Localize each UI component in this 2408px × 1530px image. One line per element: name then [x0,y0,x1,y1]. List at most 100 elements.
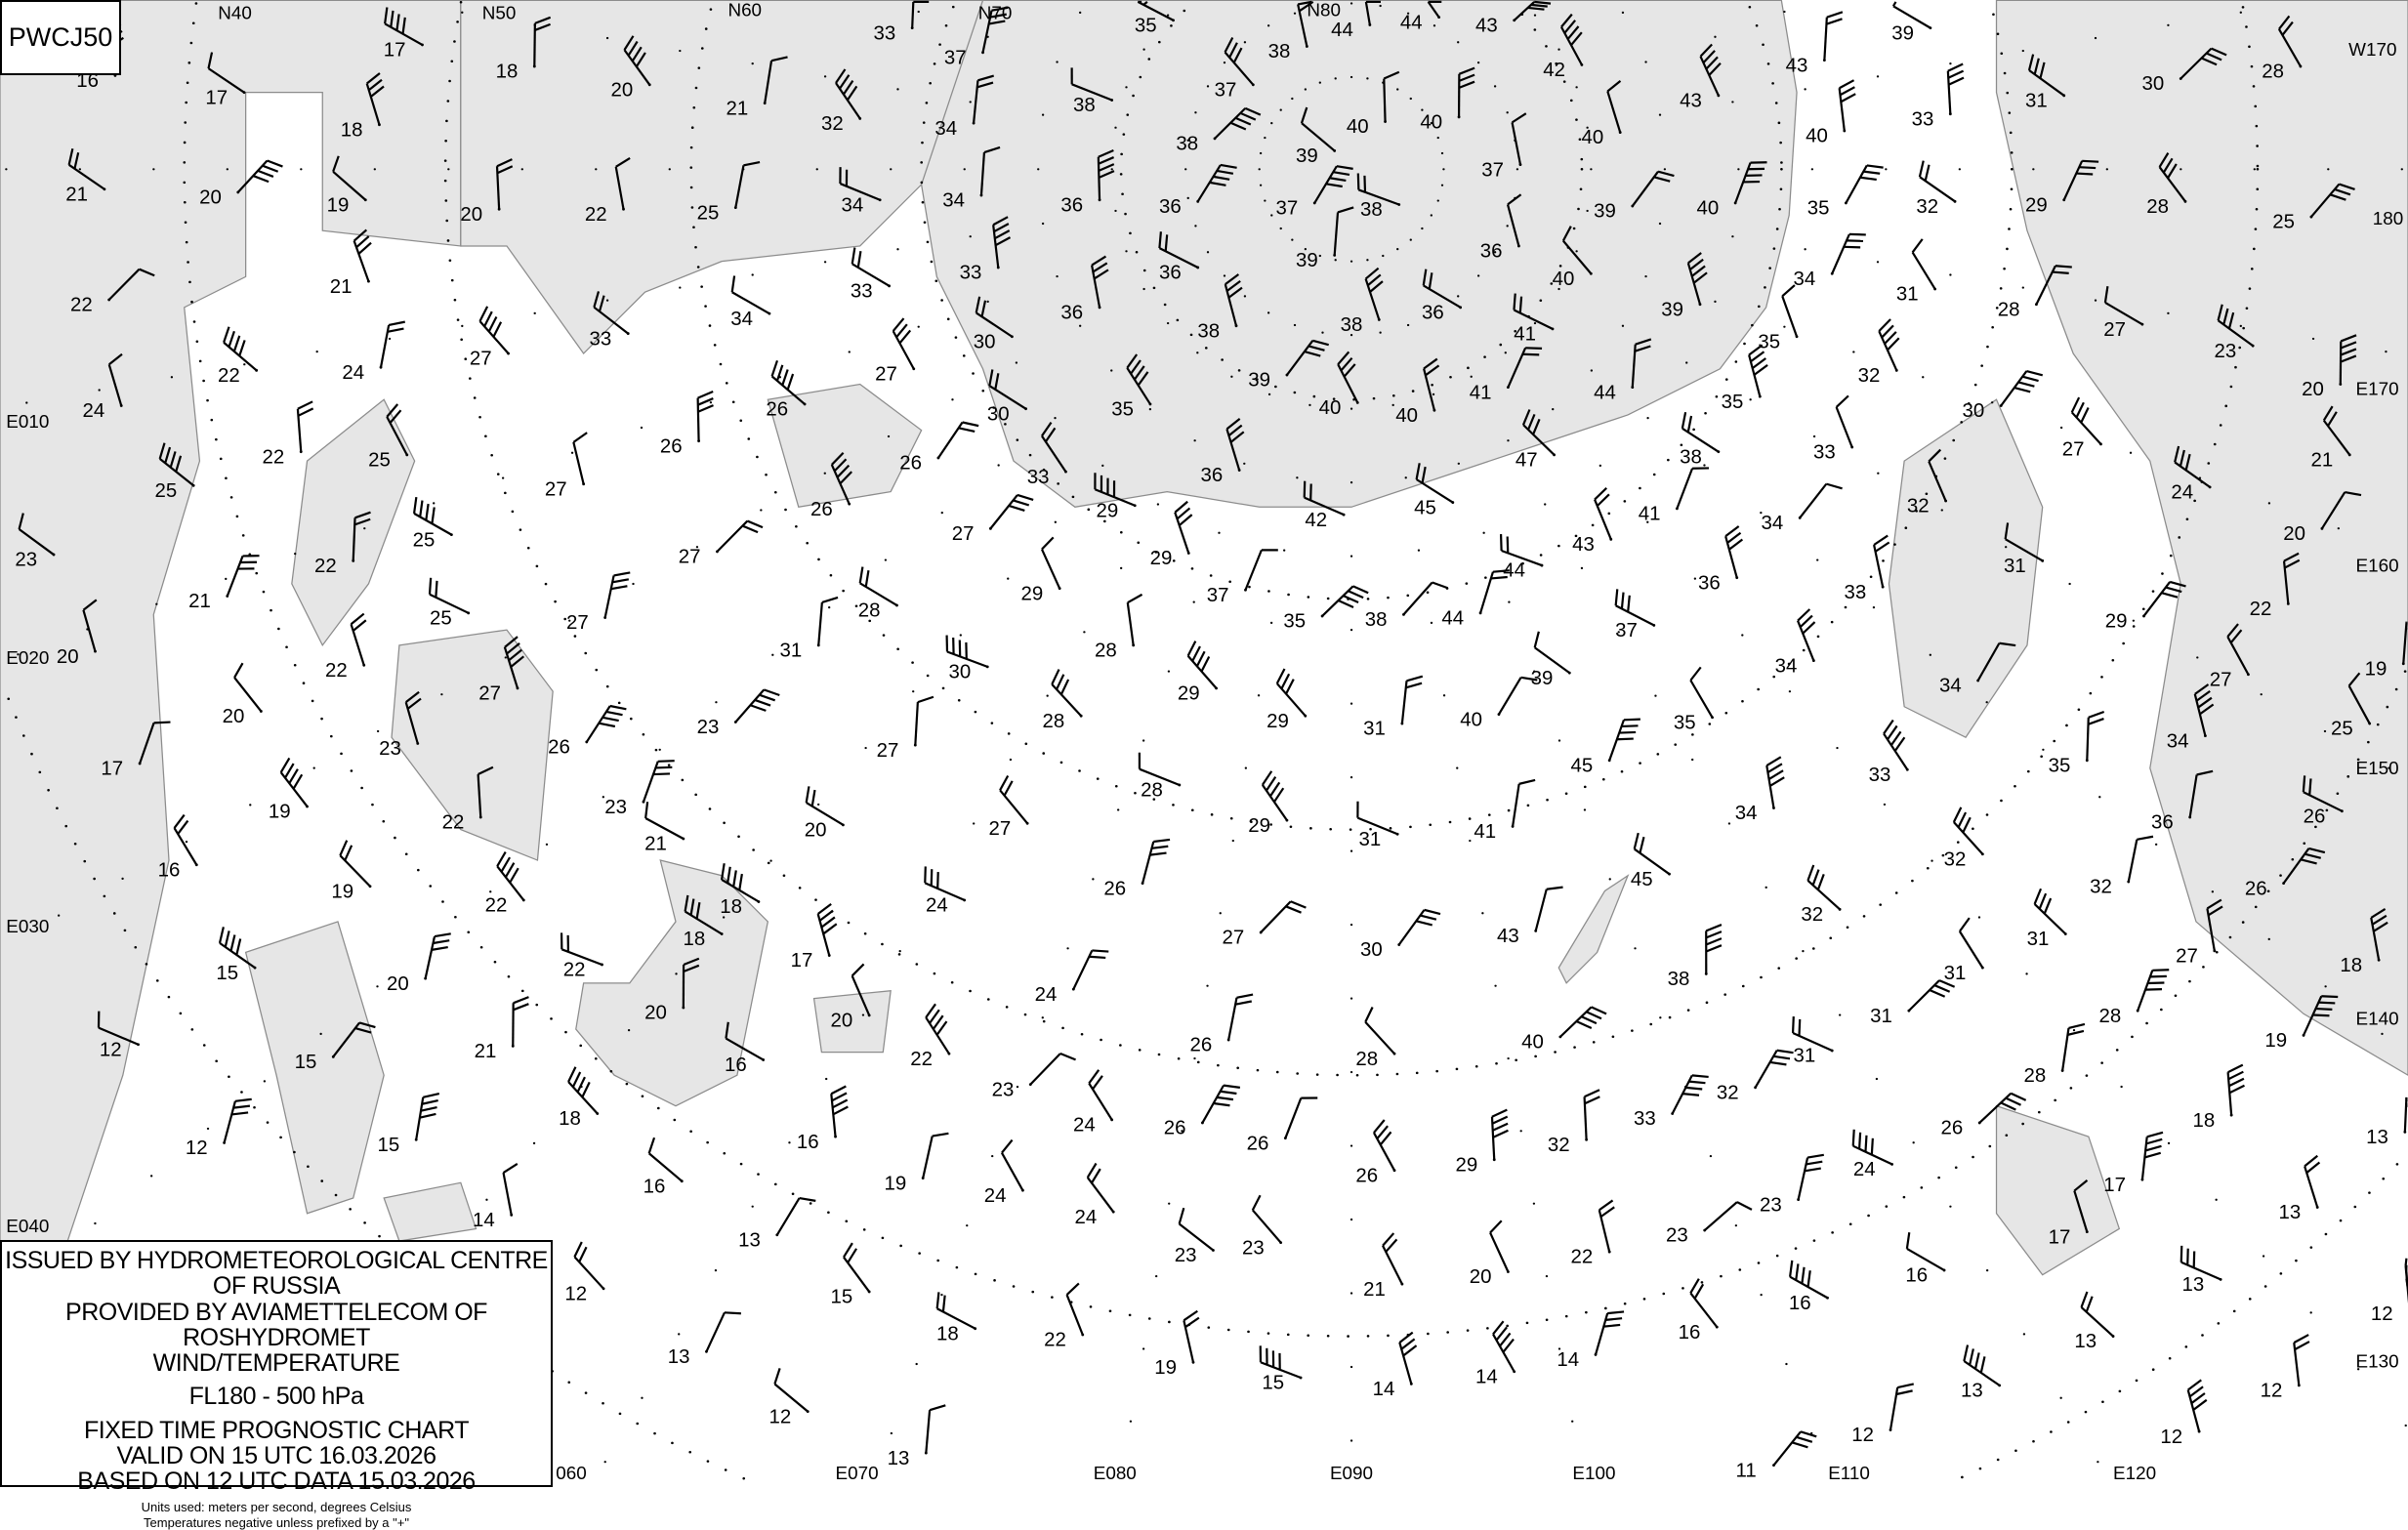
grid-label: E130 [2356,1350,2399,1371]
temperature-label: 44 [1503,559,1525,582]
temperature-label: 33 [1027,466,1050,488]
base-time: BASED ON 12 UTC DATA 15.03.2026 [2,1468,551,1494]
grid-label: 060 [556,1463,586,1483]
temperature-label: 27 [988,817,1011,840]
temperature-label: 34 [1939,675,1962,697]
temperature-label: 37 [1207,584,1229,606]
grid-label: E110 [1828,1463,1870,1483]
temperature-label: 41 [1470,381,1492,403]
temperature-label: 17 [2103,1174,2126,1196]
temperature-label: 34 [2167,729,2189,752]
temperature-label: 40 [1395,404,1418,427]
temperature-label: 36 [1159,195,1182,218]
temperature-label: 25 [154,479,177,502]
temperature-label: 28 [2099,1005,2122,1027]
temperature-label: 25 [413,528,436,551]
temperature-label: 43 [1572,533,1595,556]
temperature-label: 43 [1680,90,1702,112]
temperature-label: 24 [342,361,364,384]
temperature-label: 27 [566,611,589,634]
grid-label: E100 [1572,1463,1615,1483]
temperature-label: 20 [2283,522,2305,545]
temperature-label: 40 [1347,115,1369,138]
temperature-label: 27 [1223,927,1245,949]
temperature-label: 27 [2210,668,2232,690]
temperature-label: 45 [1571,754,1594,776]
temperature-label: 22 [314,555,337,577]
temperature-label: 23 [604,796,627,818]
grid-label: N80 [1307,0,1341,20]
temperature-label: 22 [585,203,607,226]
temperature-label: 29 [1020,582,1043,604]
temperature-label: 32 [1907,495,1930,517]
temperature-label: 23 [992,1078,1015,1100]
temperature-label: 19 [327,193,350,216]
issuer-line: ISSUED BY HYDROMETEOROLOGICAL CENTRE OF … [2,1248,551,1300]
grid-label: E170 [2356,379,2399,399]
grid-label: W170 [2348,39,2396,60]
temperature-label: 15 [830,1286,852,1308]
temperature-label: 28 [1095,640,1117,662]
grid-label: E020 [6,647,49,668]
temperature-label: 40 [1806,125,1828,147]
temperature-label: 36 [1422,302,1444,324]
chart-identifier: PWCJ50 [0,0,121,75]
temperature-label: 14 [473,1209,495,1231]
temperature-label: 31 [1358,828,1381,850]
temperature-label: 30 [1963,399,1985,422]
grid-label: E040 [6,1216,49,1236]
temperature-label: 39 [1248,369,1270,392]
temperature-label: 32 [821,112,844,135]
temperature-label: 36 [2151,811,2174,834]
temperature-label: 43 [1497,925,1519,947]
temperature-label: 33 [1844,581,1866,603]
temperature-label: 33 [1869,764,1891,786]
temperature-label: 26 [1941,1117,1964,1139]
temperature-label: 28 [1043,710,1065,732]
temperature-label: 27 [877,739,899,762]
temperature-label: 33 [1813,441,1836,464]
temperature-label: 38 [1197,319,1220,342]
temperature-label: 21 [1363,1278,1386,1301]
provider-line: PROVIDED BY AVIAMETTELECOM OF ROSHYDROME… [2,1300,551,1351]
temperature-label: 22 [910,1048,933,1070]
temperature-label: 16 [797,1131,819,1153]
temperature-label: 33 [590,327,612,350]
temperature-label: 24 [1035,983,1058,1006]
temperature-label: 36 [1159,262,1182,284]
temperature-label: 42 [1305,509,1327,531]
temperature-label: 45 [1414,496,1436,518]
temperature-label: 15 [216,962,238,984]
temperature-label: 41 [1514,323,1536,346]
temperature-label: 33 [874,21,896,44]
temperature-label: 45 [1631,868,1653,890]
temperature-label: 15 [295,1051,317,1073]
temperature-label: 16 [1679,1321,1701,1344]
temperature-label: 18 [720,895,742,918]
temperature-label: 28 [1355,1048,1378,1070]
temperature-label: 16 [158,858,181,881]
temperature-label: 29 [1097,499,1119,521]
grid-label: 180 [2373,208,2403,228]
temperature-label: 22 [1044,1329,1066,1351]
temperature-label: 44 [1331,19,1353,41]
temperature-label: 18 [341,118,363,141]
chart-type: FIXED TIME PROGNOSTIC CHART [2,1418,551,1443]
temperature-label: 20 [805,819,827,842]
temperature-label: 20 [830,1010,852,1032]
temperature-label: 31 [780,640,803,662]
temperature-label: 29 [2025,193,2048,216]
temperature-label: 12 [564,1283,587,1305]
temperature-label: 20 [611,79,634,102]
temperature-label: 39 [1296,249,1318,271]
temperature-label: 14 [1475,1365,1498,1387]
temperature-label: 44 [1400,11,1423,33]
temperature-label: 32 [1801,903,1823,926]
temperature-label: 17 [2049,1225,2071,1248]
temperature-label: 31 [1363,718,1386,740]
temperature-label: 40 [1319,396,1342,419]
temperature-label: 26 [1247,1132,1269,1154]
temperature-label: 14 [1373,1378,1395,1400]
temperature-label: 23 [1666,1224,1688,1247]
temperature-label: 38 [1268,40,1291,62]
